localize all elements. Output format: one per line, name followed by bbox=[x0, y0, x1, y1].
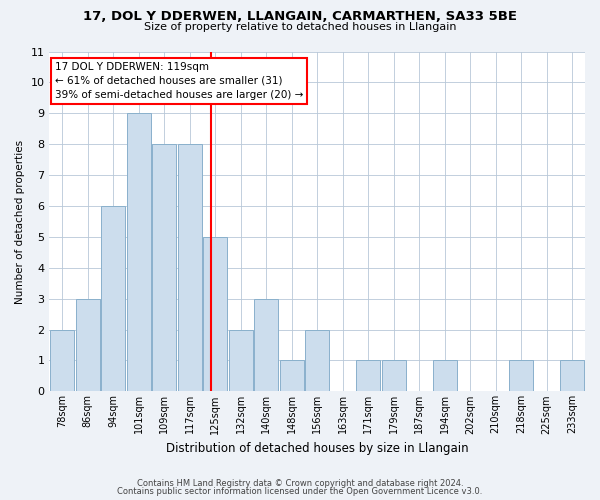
Bar bbox=[127, 114, 151, 392]
Bar bbox=[560, 360, 584, 392]
Text: Contains public sector information licensed under the Open Government Licence v3: Contains public sector information licen… bbox=[118, 487, 482, 496]
Bar bbox=[305, 330, 329, 392]
Bar bbox=[203, 237, 227, 392]
Bar bbox=[356, 360, 380, 392]
Text: 17 DOL Y DDERWEN: 119sqm
← 61% of detached houses are smaller (31)
39% of semi-d: 17 DOL Y DDERWEN: 119sqm ← 61% of detach… bbox=[55, 62, 303, 100]
Bar bbox=[280, 360, 304, 392]
Bar bbox=[509, 360, 533, 392]
X-axis label: Distribution of detached houses by size in Llangain: Distribution of detached houses by size … bbox=[166, 442, 469, 455]
Bar bbox=[433, 360, 457, 392]
Bar bbox=[178, 144, 202, 392]
Bar bbox=[50, 330, 74, 392]
Bar bbox=[76, 298, 100, 392]
Bar bbox=[254, 298, 278, 392]
Bar bbox=[382, 360, 406, 392]
Text: Contains HM Land Registry data © Crown copyright and database right 2024.: Contains HM Land Registry data © Crown c… bbox=[137, 478, 463, 488]
Y-axis label: Number of detached properties: Number of detached properties bbox=[15, 140, 25, 304]
Text: Size of property relative to detached houses in Llangain: Size of property relative to detached ho… bbox=[144, 22, 456, 32]
Text: 17, DOL Y DDERWEN, LLANGAIN, CARMARTHEN, SA33 5BE: 17, DOL Y DDERWEN, LLANGAIN, CARMARTHEN,… bbox=[83, 10, 517, 23]
Bar bbox=[152, 144, 176, 392]
Bar bbox=[229, 330, 253, 392]
Bar bbox=[101, 206, 125, 392]
